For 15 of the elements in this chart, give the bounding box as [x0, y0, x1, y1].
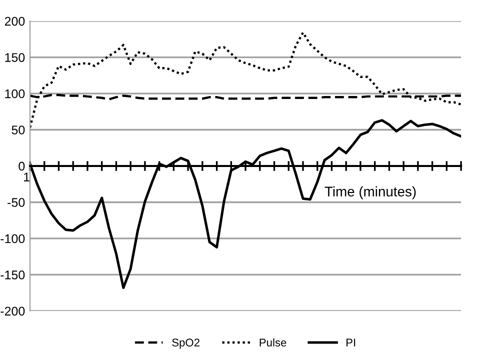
y-tick-label: 200 [4, 16, 25, 26]
y-tick-label: -100 [0, 234, 25, 244]
legend-label: Pulse [260, 338, 286, 346]
legend-label: SpO2 [172, 338, 200, 349]
y-tick-label: -150 [0, 270, 25, 280]
y-tick-label: -200 [0, 306, 25, 316]
x-axis-title: Time (minutes) [324, 186, 416, 200]
y-tick-label: -50 [8, 198, 25, 207]
legend-label: PI [346, 338, 356, 346]
y-tick-label: 50 [12, 126, 25, 134]
y-tick-label: 150 [5, 53, 25, 62]
line-series [30, 32, 462, 129]
y-tick-label: 100 [5, 89, 25, 98]
y-tick-label: 0 [18, 162, 25, 171]
x-tick-label: 1 [24, 172, 30, 182]
